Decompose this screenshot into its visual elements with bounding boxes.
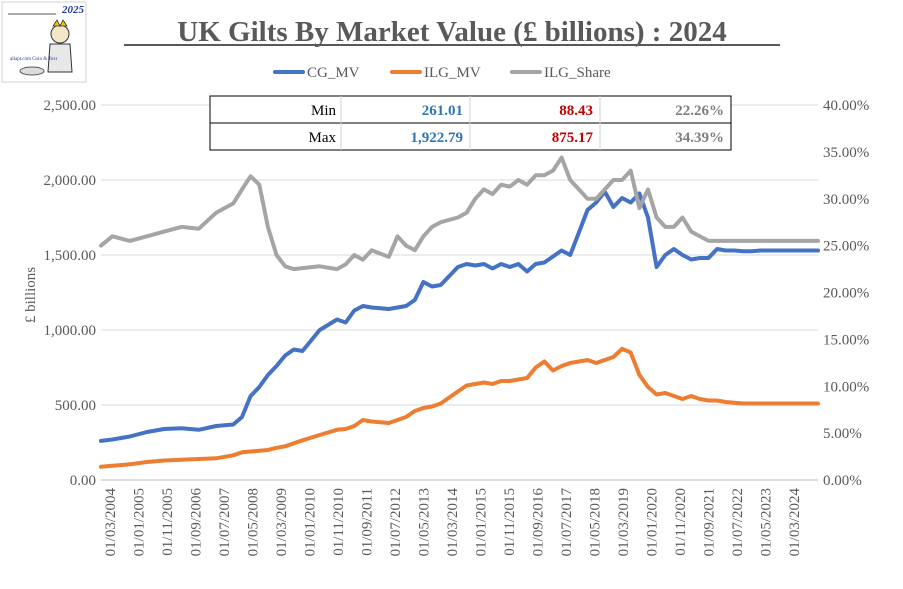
legend: CG_MV ILG_MV ILG_Share: [273, 65, 611, 81]
x-tick-label: 01/09/2016: [531, 488, 547, 557]
summary-min-cg: 261.01: [422, 103, 463, 119]
y-tick-label: 500.00: [55, 398, 96, 414]
x-tick-label: 01/07/2017: [559, 488, 575, 557]
x-tick-label: 01/03/2004: [103, 488, 119, 557]
x-tick-label: 01/03/2019: [616, 488, 632, 556]
x-tick-label: 01/07/2007: [217, 488, 233, 557]
y-tick-label: 1,500.00: [44, 248, 97, 264]
x-tick-label: 01/11/2005: [160, 488, 176, 556]
x-axis: 01/03/2004 01/01/2005 01/11/2005 01/09/2006…: [101, 479, 818, 557]
x-tick-label: 01/03/2009: [274, 488, 290, 556]
y-axis-title: £ billions: [23, 267, 39, 323]
series-line-ilg-share: [99, 155, 820, 272]
y2-tick-label: 35.00%: [823, 145, 869, 161]
y2-tick-label: 20.00%: [823, 286, 869, 302]
x-tick-label: 01/05/2018: [588, 488, 604, 556]
x-tick-label: 01/01/2015: [474, 488, 490, 556]
summary-min-label: Min: [311, 103, 337, 119]
x-tick-label: 01/09/2011: [360, 488, 376, 556]
y-axis-left: 0.00 500.00 1,000.00 1,500.00 2,000.00 2,500.…: [44, 98, 97, 489]
x-tick-label: 01/05/2023: [759, 488, 775, 556]
y2-tick-label: 30.00%: [823, 192, 869, 208]
summary-max-cg: 1,922.79: [411, 130, 464, 146]
x-tick-label: 01/01/2005: [132, 488, 148, 556]
logo: 2025 allapt.com Coin & Text: [1, 1, 87, 83]
x-tick-label: 01/01/2010: [303, 488, 319, 556]
logo-year: 2025: [61, 4, 85, 16]
series-line-cg-mv: [99, 189, 820, 443]
series-group: [99, 155, 820, 469]
y-tick-label: 1,000.00: [44, 323, 97, 339]
x-tick-label: 01/05/2008: [246, 488, 262, 556]
y2-tick-label: 15.00%: [823, 332, 869, 348]
logo-figure-head: [50, 24, 70, 44]
summary-min-ilg: 88.43: [559, 103, 593, 119]
y2-tick-label: 10.00%: [823, 379, 869, 395]
x-tick-label: 01/03/2014: [445, 488, 461, 557]
y-tick-label: 2,500.00: [44, 98, 97, 114]
logo-figure-body: [47, 43, 73, 73]
legend-label-ilg: ILG_MV: [424, 65, 481, 81]
summary-min-share: 22.26%: [675, 103, 724, 119]
logo-caption: allapt.com Coin & Text: [10, 57, 58, 62]
crown-icon: [52, 19, 68, 27]
summary-max-label: Max: [309, 130, 337, 146]
x-tick-label: 01/03/2024: [787, 488, 803, 557]
gridlines: [101, 104, 818, 481]
series-line-ilg-mv: [99, 346, 820, 469]
x-tick-label: 01/07/2012: [388, 488, 404, 556]
x-tick-label: 01/07/2022: [730, 488, 746, 556]
y-tick-label: 0.00: [70, 473, 96, 489]
y-tick-label: 2,000.00: [44, 173, 97, 189]
chart-title: UK Gilts By Market Value (£ billions) : …: [177, 16, 726, 48]
x-tick-label: 01/05/2013: [417, 488, 433, 556]
x-tick-label: 01/09/2021: [702, 488, 718, 556]
summary-max-share: 34.39%: [675, 130, 724, 146]
logo-coin: [19, 66, 45, 76]
y-axis-right: 0.00% 5.00% 10.00% 15.00% 20.00% 25.00% 30.00%…: [823, 98, 869, 489]
x-tick-label: 01/09/2006: [189, 488, 205, 557]
y2-tick-label: 40.00%: [823, 98, 869, 114]
x-tick-label: 01/11/2010: [331, 488, 347, 556]
summary-max-ilg: 875.17: [552, 130, 594, 146]
y2-tick-label: 5.00%: [823, 426, 862, 442]
y2-tick-label: 0.00%: [823, 473, 862, 489]
y2-tick-label: 25.00%: [823, 239, 869, 255]
legend-label-share: ILG_Share: [544, 65, 611, 81]
summary-table: Min 261.01 88.43 22.26% Max 1,922.79 875…: [209, 95, 732, 151]
legend-label-cg: CG_MV: [307, 65, 360, 81]
x-tick-label: 01/11/2015: [502, 488, 518, 556]
x-tick-label: 01/11/2020: [673, 488, 689, 556]
x-tick-label: 01/01/2020: [645, 488, 661, 556]
